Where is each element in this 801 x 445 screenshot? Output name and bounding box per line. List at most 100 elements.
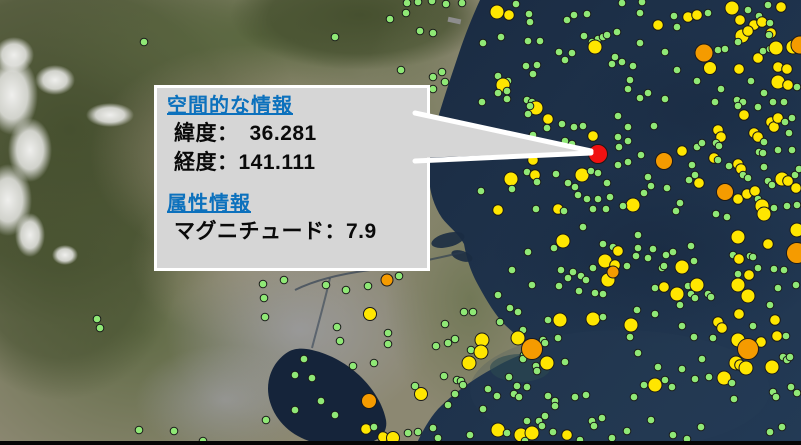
epicenter-point-g[interactable] <box>363 281 373 291</box>
epicenter-point-y[interactable] <box>743 269 755 281</box>
epicenter-point-g[interactable] <box>790 170 800 180</box>
epicenter-point-y[interactable] <box>414 387 428 401</box>
epicenter-point-o[interactable] <box>361 393 377 409</box>
epicenter-point-g[interactable] <box>785 352 795 362</box>
epicenter-point-g[interactable] <box>589 421 599 431</box>
epicenter-point-g[interactable] <box>669 11 679 21</box>
epicenter-point-g[interactable] <box>631 251 641 261</box>
epicenter-point-g[interactable] <box>402 0 412 8</box>
selected-epicenter-point[interactable] <box>588 144 608 164</box>
epicenter-point-g[interactable] <box>299 354 309 364</box>
epicenter-point-g[interactable] <box>781 331 791 341</box>
epicenter-point-g[interactable] <box>383 339 393 349</box>
epicenter-point-g[interactable] <box>543 315 553 325</box>
epicenter-point-g[interactable] <box>581 390 591 400</box>
epicenter-point-g[interactable] <box>413 0 423 7</box>
epicenter-point-g[interactable] <box>410 381 420 391</box>
epicenter-point-o[interactable] <box>655 152 673 170</box>
epicenter-point-g[interactable] <box>321 280 331 290</box>
epicenter-point-g[interactable] <box>505 303 515 313</box>
epicenter-point-y[interactable] <box>623 317 639 333</box>
epicenter-point-g[interactable] <box>748 321 758 331</box>
epicenter-point-g[interactable] <box>716 84 726 94</box>
epicenter-point-g[interactable] <box>330 32 340 42</box>
epicenter-point-g[interactable] <box>607 59 617 69</box>
epicenter-point-g[interactable] <box>290 370 300 380</box>
epicenter-point-g[interactable] <box>279 275 289 285</box>
epicenter-point-g[interactable] <box>507 184 517 194</box>
epicenter-point-g[interactable] <box>396 65 406 75</box>
epicenter-point-g[interactable] <box>428 423 438 433</box>
epicenter-point-g[interactable] <box>625 332 635 342</box>
epicenter-point-g[interactable] <box>540 411 550 421</box>
epicenter-point-g[interactable] <box>704 372 714 382</box>
epicenter-point-g[interactable] <box>660 375 670 385</box>
epicenter-point-g[interactable] <box>495 317 505 327</box>
epicenter-point-g[interactable] <box>792 82 801 92</box>
epicenter-point-g[interactable] <box>316 396 326 406</box>
epicenter-point-g[interactable] <box>769 203 779 213</box>
epicenter-point-g[interactable] <box>613 160 623 170</box>
epicenter-point-g[interactable] <box>597 413 607 423</box>
epicenter-point-y[interactable] <box>552 312 568 328</box>
epicenter-point-y[interactable] <box>756 16 768 28</box>
epicenter-point-g[interactable] <box>169 426 179 436</box>
epicenter-point-y[interactable] <box>691 9 703 21</box>
epicenter-point-g[interactable] <box>794 164 801 174</box>
epicenter-point-g[interactable] <box>428 28 438 38</box>
epicenter-point-y[interactable] <box>732 193 744 205</box>
epicenter-point-y[interactable] <box>461 355 477 371</box>
epicenter-point-y[interactable] <box>749 185 761 197</box>
epicenter-point-y[interactable] <box>669 286 685 302</box>
epicenter-point-y[interactable] <box>652 19 664 31</box>
epicenter-point-g[interactable] <box>259 293 269 303</box>
epicenter-point-g[interactable] <box>692 76 702 86</box>
epicenter-point-g[interactable] <box>765 300 775 310</box>
epicenter-point-g[interactable] <box>502 94 512 104</box>
epicenter-point-g[interactable] <box>612 27 622 37</box>
epicenter-point-g[interactable] <box>493 290 503 300</box>
epicenter-point-g[interactable] <box>767 180 777 190</box>
epicenter-point-o[interactable] <box>606 265 620 279</box>
epicenter-point-y[interactable] <box>772 112 784 124</box>
epicenter-point-o[interactable] <box>716 183 734 201</box>
epicenter-point-g[interactable] <box>784 128 794 138</box>
epicenter-point-g[interactable] <box>507 265 517 275</box>
epicenter-point-y[interactable] <box>510 330 526 346</box>
epicenter-point-g[interactable] <box>428 72 438 82</box>
epicenter-point-y[interactable] <box>527 154 539 166</box>
epicenter-point-g[interactable] <box>569 122 579 132</box>
epicenter-point-g[interactable] <box>748 252 758 262</box>
epicenter-point-g[interactable] <box>773 145 783 155</box>
epicenter-point-g[interactable] <box>260 312 270 322</box>
epicenter-point-g[interactable] <box>661 250 671 260</box>
epicenter-point-y[interactable] <box>625 197 641 213</box>
epicenter-point-g[interactable] <box>443 400 453 410</box>
epicenter-point-g[interactable] <box>639 188 649 198</box>
epicenter-point-y[interactable] <box>742 25 754 37</box>
epicenter-point-g[interactable] <box>524 9 534 19</box>
epicenter-point-g[interactable] <box>629 392 639 402</box>
epicenter-point-g[interactable] <box>708 333 718 343</box>
epicenter-point-g[interactable] <box>601 204 611 214</box>
epicenter-point-g[interactable] <box>617 57 627 67</box>
epicenter-point-g[interactable] <box>667 382 677 392</box>
epicenter-point-y[interactable] <box>539 355 555 371</box>
epicenter-point-g[interactable] <box>671 206 681 216</box>
epicenter-point-g[interactable] <box>773 283 783 293</box>
epicenter-point-g[interactable] <box>450 389 460 399</box>
epicenter-point-g[interactable] <box>569 10 579 20</box>
epicenter-point-g[interactable] <box>672 65 682 75</box>
epicenter-point-g[interactable] <box>690 293 700 303</box>
epicenter-point-g[interactable] <box>413 427 423 437</box>
epicenter-point-g[interactable] <box>535 36 545 46</box>
epicenter-point-y[interactable] <box>555 233 571 249</box>
epicenter-point-g[interactable] <box>733 101 743 111</box>
epicenter-point-g[interactable] <box>332 322 342 332</box>
epicenter-point-g[interactable] <box>330 410 340 420</box>
epicenter-point-g[interactable] <box>689 256 699 266</box>
epicenter-point-g[interactable] <box>787 113 797 123</box>
epicenter-point-y[interactable] <box>612 245 624 257</box>
epicenter-point-o[interactable] <box>786 242 801 264</box>
epicenter-point-g[interactable] <box>581 275 591 285</box>
